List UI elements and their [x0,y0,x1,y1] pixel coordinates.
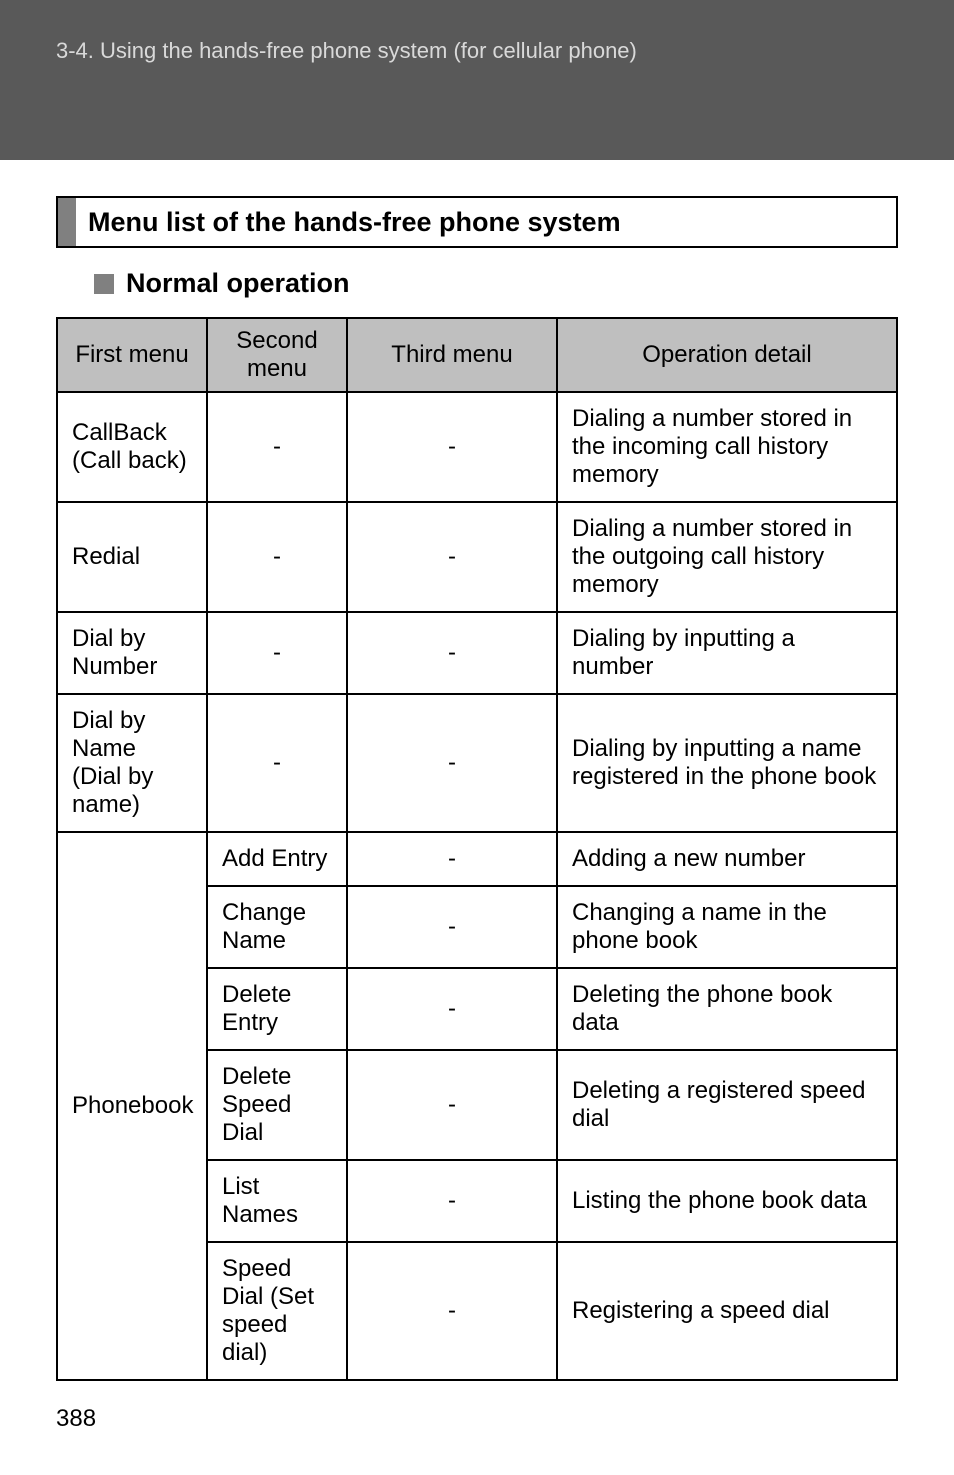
cell-first: CallBack (Call back) [57,392,207,502]
cell-second: Delete Entry [207,968,347,1050]
cell-detail: Deleting the phone book data [557,968,897,1050]
cell-second: - [207,612,347,694]
col-header-detail: Operation detail [557,318,897,392]
cell-second: Add Entry [207,832,347,886]
cell-first: Dial by Name (Dial by name) [57,694,207,832]
cell-detail: Registering a speed dial [557,1242,897,1380]
page-number: 388 [56,1405,96,1433]
menu-table: First menu Second menu Third menu Operat… [56,317,898,1381]
cell-third: - [347,502,557,612]
cell-detail: Dialing a number stored in the incoming … [557,392,897,502]
table-row: Redial - - Dialing a number stored in th… [57,502,897,612]
cell-first: Dial by Number [57,612,207,694]
table-header-row: First menu Second menu Third menu Operat… [57,318,897,392]
cell-second: Delete Speed Dial [207,1050,347,1160]
header-band: 3-4. Using the hands-free phone system (… [0,0,954,160]
square-bullet-icon [94,274,114,294]
sub-heading: Normal operation [94,268,898,299]
cell-third: - [347,968,557,1050]
cell-second: List Names [207,1160,347,1242]
cell-detail: Deleting a registered speed dial [557,1050,897,1160]
table-row: CallBack (Call back) - - Dialing a numbe… [57,392,897,502]
cell-third: - [347,832,557,886]
page: 3-4. Using the hands-free phone system (… [0,0,954,1475]
cell-second: - [207,694,347,832]
col-header-third: Third menu [347,318,557,392]
col-header-second: Second menu [207,318,347,392]
cell-first: Phonebook [57,832,207,1380]
sub-heading-text: Normal operation [126,268,350,299]
cell-third: - [347,612,557,694]
section-title-bar: Menu list of the hands-free phone system [56,196,898,248]
table-row: Dial by Name (Dial by name) - - Dialing … [57,694,897,832]
cell-detail: Dialing by inputting a name registered i… [557,694,897,832]
cell-third: - [347,694,557,832]
table-row: Phonebook Add Entry - Adding a new numbe… [57,832,897,886]
cell-third: - [347,392,557,502]
cell-detail: Dialing a number stored in the outgoing … [557,502,897,612]
cell-second: - [207,502,347,612]
header-breadcrumb: 3-4. Using the hands-free phone system (… [56,38,954,64]
col-header-first: First menu [57,318,207,392]
table-row: Dial by Number - - Dialing by inputting … [57,612,897,694]
cell-second: Speed Dial (Set speed dial) [207,1242,347,1380]
cell-first: Redial [57,502,207,612]
cell-detail: Dialing by inputting a number [557,612,897,694]
cell-detail: Listing the phone book data [557,1160,897,1242]
content-area: Menu list of the hands-free phone system… [0,160,954,1381]
cell-third: - [347,1160,557,1242]
cell-second: - [207,392,347,502]
cell-third: - [347,886,557,968]
cell-second: Change Name [207,886,347,968]
section-title-tab [58,198,76,246]
cell-third: - [347,1242,557,1380]
cell-detail: Changing a name in the phone book [557,886,897,968]
cell-third: - [347,1050,557,1160]
section-title: Menu list of the hands-free phone system [76,198,621,246]
cell-detail: Adding a new number [557,832,897,886]
